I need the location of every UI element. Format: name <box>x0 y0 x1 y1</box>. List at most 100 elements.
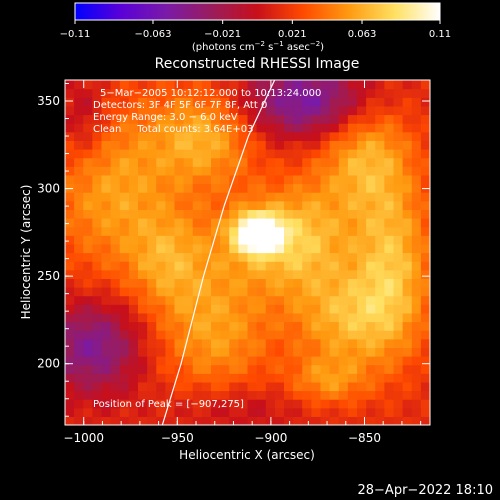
heatmap-cell <box>174 226 185 236</box>
heatmap-cell <box>393 200 404 210</box>
heatmap-cell <box>293 243 303 254</box>
heatmap-cell <box>311 97 322 107</box>
heatmap-cell <box>411 149 422 159</box>
heatmap-cell <box>156 157 166 167</box>
heatmap-cell <box>375 149 385 159</box>
heatmap-cell <box>293 347 303 357</box>
heatmap-cell <box>293 140 303 150</box>
heatmap-cell <box>192 235 203 245</box>
heatmap-cell <box>92 97 103 107</box>
heatmap-cell <box>347 243 358 254</box>
heatmap-cell <box>357 261 367 271</box>
heatmap-cell <box>302 157 312 167</box>
heatmap-cell <box>293 321 303 331</box>
heatmap-cell <box>238 390 249 400</box>
heatmap-cell <box>274 88 285 98</box>
heatmap-cell <box>238 174 249 185</box>
heatmap-cell <box>329 105 340 116</box>
heatmap-cell <box>92 105 103 116</box>
colorbar-tick-label: 0.063 <box>348 29 377 40</box>
heatmap-cell <box>420 174 430 185</box>
heatmap-cell <box>110 407 121 417</box>
colorbar-tick-label: −0.021 <box>204 29 241 40</box>
heatmap-cell <box>393 330 404 340</box>
heatmap-cell <box>128 243 139 254</box>
heatmap-cell <box>110 269 121 279</box>
heatmap-cell <box>284 373 294 383</box>
heatmap-cell <box>265 330 276 340</box>
heatmap-cell <box>247 80 258 90</box>
heatmap-cell <box>420 149 430 159</box>
heatmap-cell <box>293 416 303 425</box>
heatmap-cell <box>101 321 112 331</box>
heatmap-cell <box>183 416 194 425</box>
heatmap-cell <box>220 131 230 141</box>
heatmap-cell <box>366 149 376 159</box>
heatmap-cell <box>128 174 139 185</box>
heatmap-cell <box>329 278 340 288</box>
heatmap-cell <box>101 347 112 357</box>
heatmap-cell <box>147 312 157 323</box>
heatmap-cell <box>238 226 249 236</box>
heatmap-cell <box>375 381 385 392</box>
heatmap-cell <box>256 183 267 193</box>
heatmap-cell <box>366 356 376 366</box>
heatmap-cell <box>174 373 185 383</box>
heatmap-cell <box>192 330 203 340</box>
heatmap-cell <box>165 269 176 279</box>
heatmap-cell <box>238 192 249 202</box>
heatmap-cell <box>393 105 404 116</box>
heatmap-cell <box>420 304 430 314</box>
heatmap-cell <box>65 321 75 331</box>
heatmap-cell <box>65 364 75 374</box>
heatmap-cell <box>420 381 430 392</box>
heatmap-cell <box>411 364 422 374</box>
heatmap-cell <box>375 407 385 417</box>
heatmap-cell <box>256 200 267 210</box>
heatmap-cell <box>128 157 139 167</box>
heatmap-cell <box>110 416 121 425</box>
heatmap-cell <box>256 174 267 185</box>
heatmap-cell <box>220 166 230 176</box>
heatmap-cell <box>192 321 203 331</box>
heatmap-cell <box>220 381 230 392</box>
heatmap-cell <box>256 157 267 167</box>
heatmap-cell <box>238 183 249 193</box>
heatmap-cell <box>338 114 349 124</box>
heatmap-cell <box>174 174 185 185</box>
heatmap-cell <box>274 347 285 357</box>
heatmap-cell <box>302 174 312 185</box>
heatmap-cell <box>302 381 312 392</box>
heatmap-cell <box>265 287 276 297</box>
heatmap-cell <box>420 407 430 417</box>
heatmap-cell <box>284 416 294 425</box>
heatmap-cell <box>274 131 285 141</box>
heatmap-cell <box>247 287 258 297</box>
heatmap-cell <box>375 347 385 357</box>
heatmap-cell <box>284 399 294 409</box>
heatmap-cell <box>128 183 139 193</box>
heatmap-cell <box>92 80 103 90</box>
heatmap-cell <box>201 364 212 374</box>
heatmap-cell <box>402 88 413 98</box>
heatmap-cell <box>201 97 212 107</box>
heatmap-cell <box>183 105 194 116</box>
heatmap-cell <box>165 295 176 305</box>
heatmap-cell <box>83 200 93 210</box>
heatmap-cell <box>201 235 212 245</box>
heatmap-cell <box>402 226 413 236</box>
heatmap-cell <box>420 218 430 228</box>
heatmap-cell <box>256 261 267 271</box>
heatmap-cell <box>229 131 239 141</box>
heatmap-cell <box>74 209 84 219</box>
heatmap-cell <box>402 390 413 400</box>
heatmap-cell <box>183 140 194 150</box>
heatmap-cell <box>393 356 404 366</box>
heatmap-cell <box>138 114 148 124</box>
heatmap-cell <box>384 80 395 90</box>
heatmap-cell <box>274 295 285 305</box>
heatmap-cell <box>357 218 367 228</box>
heatmap-cell <box>238 347 249 357</box>
heatmap-cell <box>165 114 176 124</box>
heatmap-cell <box>220 235 230 245</box>
